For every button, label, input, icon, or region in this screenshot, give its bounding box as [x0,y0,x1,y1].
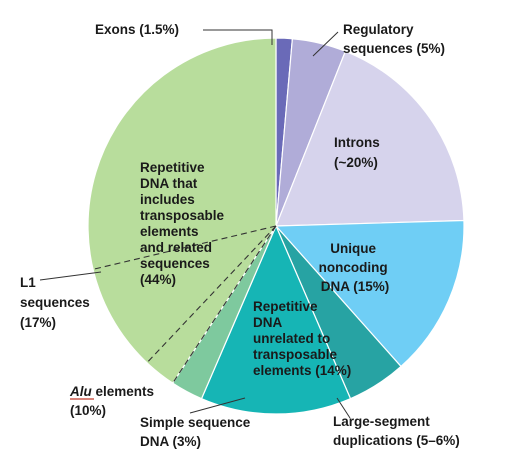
label-repetitive-unrelated: Repetitive DNA unrelated to transposable… [253,299,351,378]
label-unique-noncoding: Unique noncoding DNA (15%) [319,241,392,294]
label-introns: Introns (~20%) [334,135,384,170]
leader-simple-sequence [189,397,246,414]
divider-simple-sequence-dna [146,225,277,364]
label-simple-sequence: Simple sequence DNA (3%) [140,415,254,449]
label-alu: Alu elements (10%) [69,384,158,418]
leader-l1 [39,271,102,281]
leader-large-segment [336,397,351,419]
slice-introns [275,50,465,227]
leader-regulatory [312,31,339,57]
slice-unique-noncoding-dna [274,219,465,368]
label-regulatory: Regulatory sequences (5%) [343,22,445,56]
divider-alu-elements [92,225,277,270]
label-exons: Exons (1.5%) [95,22,179,37]
alu-italic: Alu [69,384,93,399]
leader-exons [203,29,273,45]
label-large-segment: Large-segment duplications (5–6%) [333,414,460,448]
label-l1: L1 sequences (17%) [20,275,94,330]
divider-simple-sequence-boundary [172,225,277,384]
label-repetitive-transposable: Repetitive DNA that includes transposabl… [140,160,228,287]
